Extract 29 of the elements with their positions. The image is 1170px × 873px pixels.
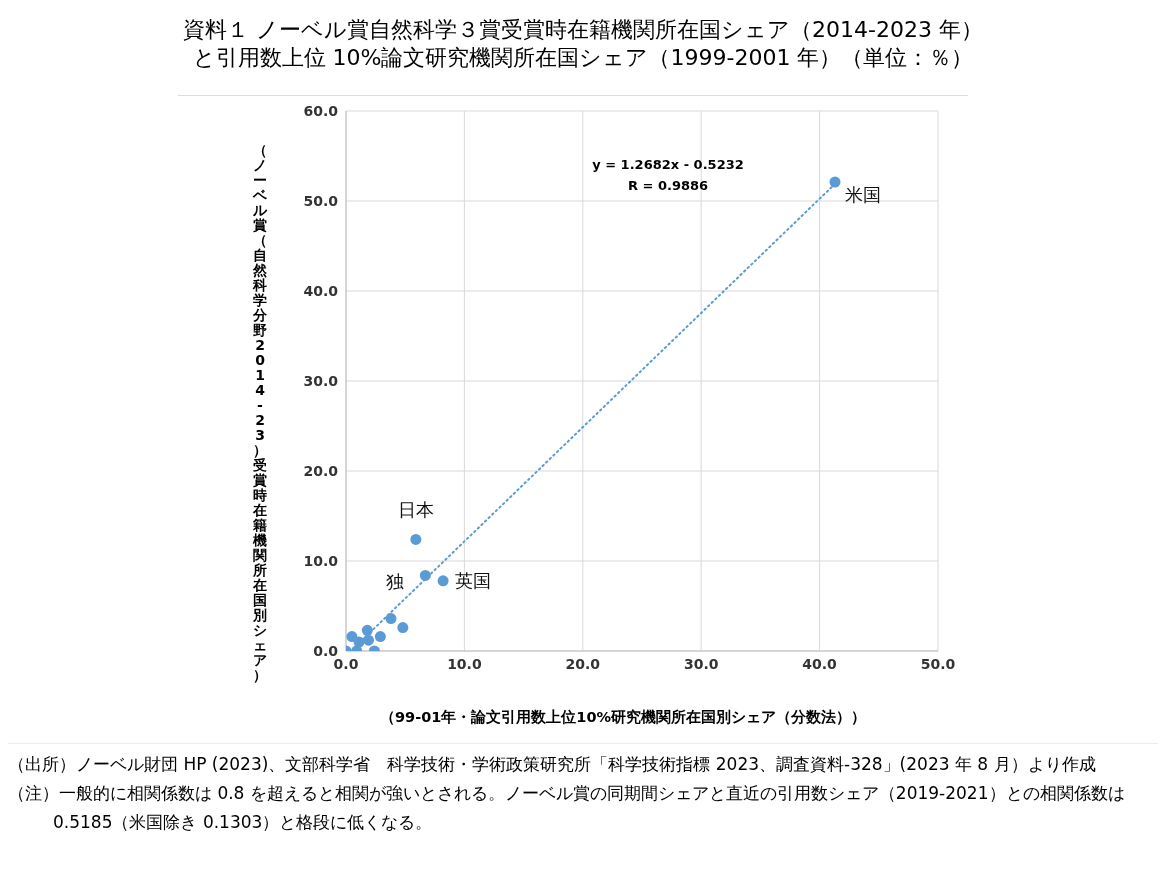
chart-title: 資料１ ノーベル賞自然科学３賞受賞時在籍機関所在国シェア（2014-2023 年）と引用数上位 10%論文研究機関所在国シェア（1999-2001 年）（単位：％） [183, 16, 983, 72]
y-tick-label: 20.0 [303, 462, 339, 479]
text: （出所）ノーベル財団 HP (2023)、文部科学省 科学技術・学術政策研究所「科学技術指標 2023、調査資料-328」(2023 年 8 月）より作成 [8, 753, 1097, 776]
data-label: 英国 [455, 570, 492, 592]
data-label: 日本 [397, 498, 434, 520]
point [437, 575, 449, 587]
point [410, 533, 422, 545]
x-axis-title: （99-01年・論文引用数上位10%研究機関所在国別シェア（分数法）） [378, 708, 868, 727]
point [419, 569, 431, 581]
x-tick-label: 20.0 [565, 655, 601, 672]
point [374, 631, 386, 643]
text: （注）一般的に相関係数は 0.8 を超えると相関が強いとされる。ノーベル賞の同期間シェアと直近の引用数シェア（2019-2021）との相関係数は 0.5185（米国除き 0.1303）と格段に低くなる。 [8, 782, 1126, 834]
x-tick-label: 40.0 [802, 655, 838, 672]
x-tick-label: 10.0 [447, 655, 482, 672]
y-tick-label: 60.0 [303, 102, 339, 119]
point [363, 634, 374, 646]
point [385, 613, 397, 625]
text: （ノーベル賞（自然科学分野2014-23）受賞時在籍機関所在国別シェア） [253, 142, 267, 683]
y-tick-label: 30.0 [303, 372, 339, 389]
point [397, 622, 409, 634]
data-label: 独 [386, 570, 405, 592]
annotation: R = 0.9886 [626, 177, 710, 195]
annotation: y = 1.2682x - 0.5232 [591, 156, 745, 174]
x-tick-label: 30.0 [683, 655, 719, 672]
y-tick-label: 50.0 [303, 192, 339, 209]
y-tick-label: 40.0 [303, 282, 339, 299]
y-tick-label: 10.0 [303, 552, 339, 569]
data-label: 米国 [844, 183, 881, 205]
x-tick-label: 50.0 [920, 655, 956, 672]
